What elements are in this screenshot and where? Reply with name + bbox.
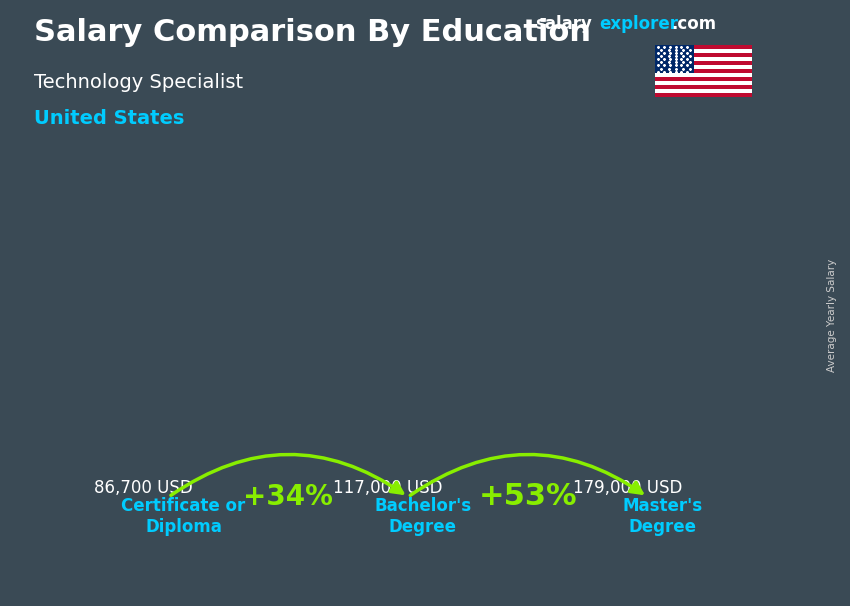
Bar bbox=[654, 77, 752, 81]
Text: Technology Specialist: Technology Specialist bbox=[34, 73, 243, 92]
Text: Salary Comparison By Education: Salary Comparison By Education bbox=[34, 18, 591, 47]
Text: Bachelor's
Degree: Bachelor's Degree bbox=[374, 497, 472, 536]
Text: .com: .com bbox=[672, 15, 717, 33]
Text: United States: United States bbox=[34, 109, 184, 128]
Text: salary: salary bbox=[536, 15, 592, 33]
Text: +53%: +53% bbox=[479, 482, 577, 511]
Bar bbox=[654, 93, 752, 97]
Bar bbox=[654, 53, 752, 58]
Bar bbox=[654, 73, 752, 77]
Text: 117,000 USD: 117,000 USD bbox=[333, 479, 443, 497]
Bar bbox=[654, 61, 752, 65]
Bar bbox=[654, 85, 752, 89]
Text: 179,000 USD: 179,000 USD bbox=[573, 479, 682, 497]
Text: explorer: explorer bbox=[599, 15, 678, 33]
Bar bbox=[654, 58, 752, 61]
Bar bbox=[654, 65, 752, 69]
Text: 86,700 USD: 86,700 USD bbox=[94, 479, 193, 497]
Bar bbox=[654, 81, 752, 85]
Text: +34%: +34% bbox=[243, 483, 333, 511]
Text: Certificate or
Diploma: Certificate or Diploma bbox=[122, 497, 246, 536]
Bar bbox=[654, 69, 752, 73]
Bar bbox=[654, 50, 752, 53]
Text: Average Yearly Salary: Average Yearly Salary bbox=[827, 259, 837, 371]
Bar bbox=[654, 45, 752, 50]
Text: Master's
Degree: Master's Degree bbox=[622, 497, 702, 536]
Bar bbox=[654, 89, 752, 93]
Bar bbox=[654, 45, 694, 73]
